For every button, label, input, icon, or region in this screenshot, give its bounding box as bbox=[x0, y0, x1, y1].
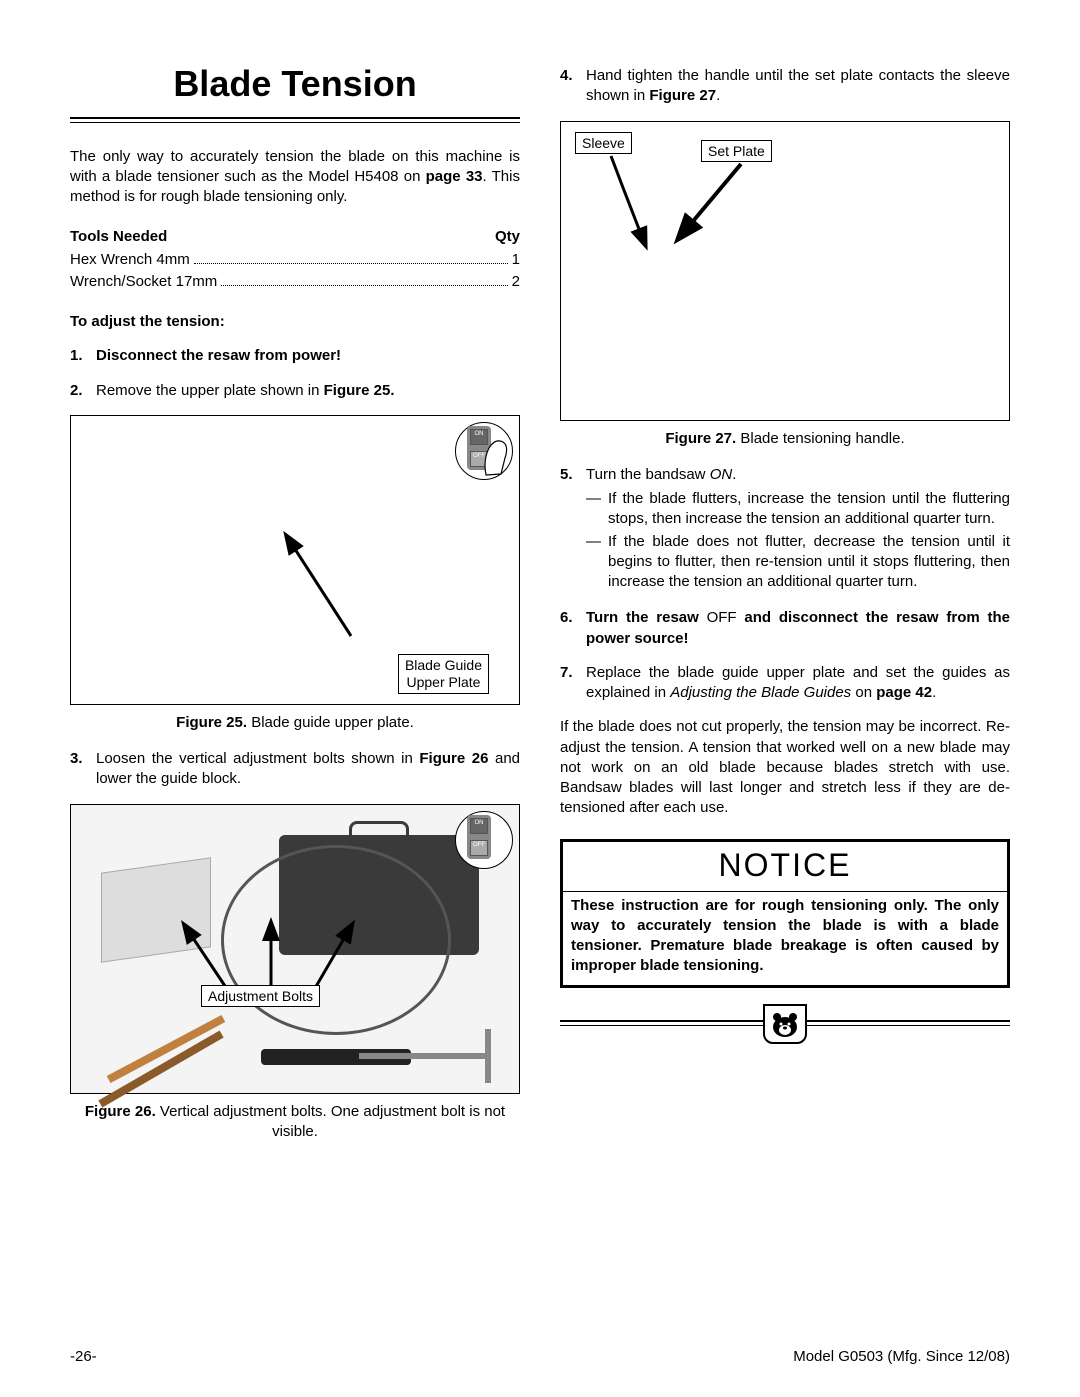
sub-text: If the blade does not flutter, decrease … bbox=[608, 532, 1010, 593]
bear-svg-icon bbox=[770, 1010, 800, 1038]
label-line2: Upper Plate bbox=[407, 674, 481, 690]
t: . bbox=[932, 684, 936, 701]
notice-box: NOTICE These instruction are for rough t… bbox=[560, 839, 1010, 988]
steps-list-right: 4. Hand tighten the handle until the set… bbox=[560, 66, 1010, 107]
tools-header-left: Tools Needed bbox=[70, 227, 167, 247]
step-text: Replace the blade guide upper plate and … bbox=[586, 663, 1010, 704]
step-item: 2. Remove the upper plate shown in Figur… bbox=[70, 381, 520, 401]
footer-ornament bbox=[560, 1004, 1010, 1044]
hand-press-icon bbox=[481, 430, 511, 480]
caption-rest: Blade tensioning handle. bbox=[736, 430, 904, 447]
model-info: Model G0503 (Mfg. Since 12/08) bbox=[793, 1347, 1010, 1367]
switch-icon: ON OFF bbox=[467, 815, 491, 859]
tool-name: Wrench/Socket 17mm bbox=[70, 272, 217, 292]
t: Loosen the vertical adjustment bolts sho… bbox=[96, 750, 419, 767]
step-item: 4. Hand tighten the handle until the set… bbox=[560, 66, 1010, 107]
step-number: 2. bbox=[70, 381, 96, 401]
sub-text: If the blade flutters, increase the tens… bbox=[608, 489, 1010, 530]
figure-25: ON OFF Blade Guide Upper Plate bbox=[70, 415, 520, 705]
page-footer: -26- Model G0503 (Mfg. Since 12/08) bbox=[70, 1347, 1010, 1367]
step-text: Disconnect the resaw from power! bbox=[96, 346, 520, 366]
step-item: 7. Replace the blade guide upper plate a… bbox=[560, 663, 1010, 704]
step-text: Hand tighten the handle until the set pl… bbox=[586, 66, 1010, 107]
dot-leader bbox=[221, 285, 507, 286]
figure-27: Sleeve Set Plate bbox=[560, 121, 1010, 421]
step-number: 6. bbox=[560, 608, 586, 649]
steps-list-left: 1. Disconnect the resaw from power! 2. R… bbox=[70, 346, 520, 401]
sub-list: —If the blade flutters, increase the ten… bbox=[586, 489, 1010, 592]
closing-paragraph: If the blade does not cut properly, the … bbox=[560, 717, 1010, 818]
notice-body: These instruction are for rough tensioni… bbox=[563, 892, 1007, 985]
title-rule bbox=[70, 117, 520, 123]
steps-list-left-2: 3. Loosen the vertical adjustment bolts … bbox=[70, 749, 520, 790]
t: Figure 26 bbox=[419, 750, 488, 767]
sub-item: —If the blade does not flutter, decrease… bbox=[586, 532, 1010, 593]
tbar-icon bbox=[359, 1053, 489, 1059]
step-text: Remove the upper plate shown in Figure 2… bbox=[96, 381, 520, 401]
t: . bbox=[716, 87, 720, 104]
on-button-icon: ON bbox=[470, 818, 488, 834]
figure-label-setplate: Set Plate bbox=[701, 140, 772, 163]
page-columns: Blade Tension The only way to accurately… bbox=[70, 60, 1010, 1158]
arrow-icon bbox=[591, 156, 671, 246]
label-line1: Blade Guide bbox=[405, 657, 482, 673]
tools-header-right: Qty bbox=[495, 227, 520, 247]
left-column: Blade Tension The only way to accurately… bbox=[70, 60, 520, 1158]
caption-bold: Figure 27. bbox=[665, 430, 736, 447]
bear-logo-icon bbox=[763, 1004, 807, 1044]
t: on bbox=[851, 684, 876, 701]
t: Figure 27 bbox=[649, 87, 716, 104]
page-title: Blade Tension bbox=[70, 60, 520, 109]
step-number: 5. bbox=[560, 465, 586, 595]
figure-27-caption: Figure 27. Blade tensioning handle. bbox=[560, 429, 1010, 449]
step-item: 3. Loosen the vertical adjustment bolts … bbox=[70, 749, 520, 790]
step-text: Loosen the vertical adjustment bolts sho… bbox=[96, 749, 520, 790]
steps-list-right-2: 5. Turn the bandsaw ON. —If the blade fl… bbox=[560, 465, 1010, 704]
sub-item: —If the blade flutters, increase the ten… bbox=[586, 489, 1010, 530]
figure-25-caption: Figure 25. Blade guide upper plate. bbox=[70, 713, 520, 733]
caption-bold: Figure 26. bbox=[85, 1103, 156, 1120]
tool-row: Wrench/Socket 17mm 2 bbox=[70, 272, 520, 292]
step-number: 3. bbox=[70, 749, 96, 790]
step-number: 1. bbox=[70, 346, 96, 366]
right-column: 4. Hand tighten the handle until the set… bbox=[560, 60, 1010, 1158]
t: Adjusting the Blade Guides bbox=[670, 684, 851, 701]
adjust-heading: To adjust the tension: bbox=[70, 312, 520, 332]
notice-title: NOTICE bbox=[563, 842, 1007, 892]
dot-leader bbox=[194, 263, 508, 264]
tool-name: Hex Wrench 4mm bbox=[70, 250, 190, 270]
figure-label-sleeve: Sleeve bbox=[575, 132, 632, 155]
caption-rest: Vertical adjustment bolts. One adjustmen… bbox=[156, 1103, 505, 1140]
off-button-icon: OFF bbox=[470, 840, 488, 856]
step-item: 1. Disconnect the resaw from power! bbox=[70, 346, 520, 366]
step-item: 6. Turn the resaw OFF and disconnect the… bbox=[560, 608, 1010, 649]
tool-row: Hex Wrench 4mm 1 bbox=[70, 250, 520, 270]
figure-label: Adjustment Bolts bbox=[201, 985, 320, 1008]
t: Turn the resaw bbox=[586, 609, 707, 626]
tools-header: Tools Needed Qty bbox=[70, 227, 520, 247]
figure-label: Blade Guide Upper Plate bbox=[398, 654, 489, 694]
step-text: Turn the resaw OFF and disconnect the re… bbox=[586, 608, 1010, 649]
arrow-icon bbox=[281, 536, 361, 646]
caption-bold: Figure 25. bbox=[176, 714, 247, 731]
step-number: 4. bbox=[560, 66, 586, 107]
step-text: Turn the bandsaw ON. —If the blade flutt… bbox=[586, 465, 1010, 595]
page-number: -26- bbox=[70, 1347, 97, 1367]
intro-paragraph: The only way to accurately tension the b… bbox=[70, 147, 520, 208]
t: page 42 bbox=[876, 684, 932, 701]
dash-icon: — bbox=[586, 532, 608, 593]
figure-26-caption: Figure 26. Vertical adjustment bolts. On… bbox=[70, 1102, 520, 1143]
step-item: 5. Turn the bandsaw ON. —If the blade fl… bbox=[560, 465, 1010, 595]
caption-rest: Blade guide upper plate. bbox=[247, 714, 414, 731]
dash-icon: — bbox=[586, 489, 608, 530]
intro-text: The only way to accurately tension the b… bbox=[70, 148, 520, 206]
t: OFF bbox=[707, 609, 737, 626]
tool-qty: 1 bbox=[512, 250, 520, 270]
tool-qty: 2 bbox=[512, 272, 520, 292]
figure-26: ON OFF Adjustment Bolts bbox=[70, 804, 520, 1094]
arrow-icon bbox=[681, 164, 771, 244]
step-number: 7. bbox=[560, 663, 586, 704]
